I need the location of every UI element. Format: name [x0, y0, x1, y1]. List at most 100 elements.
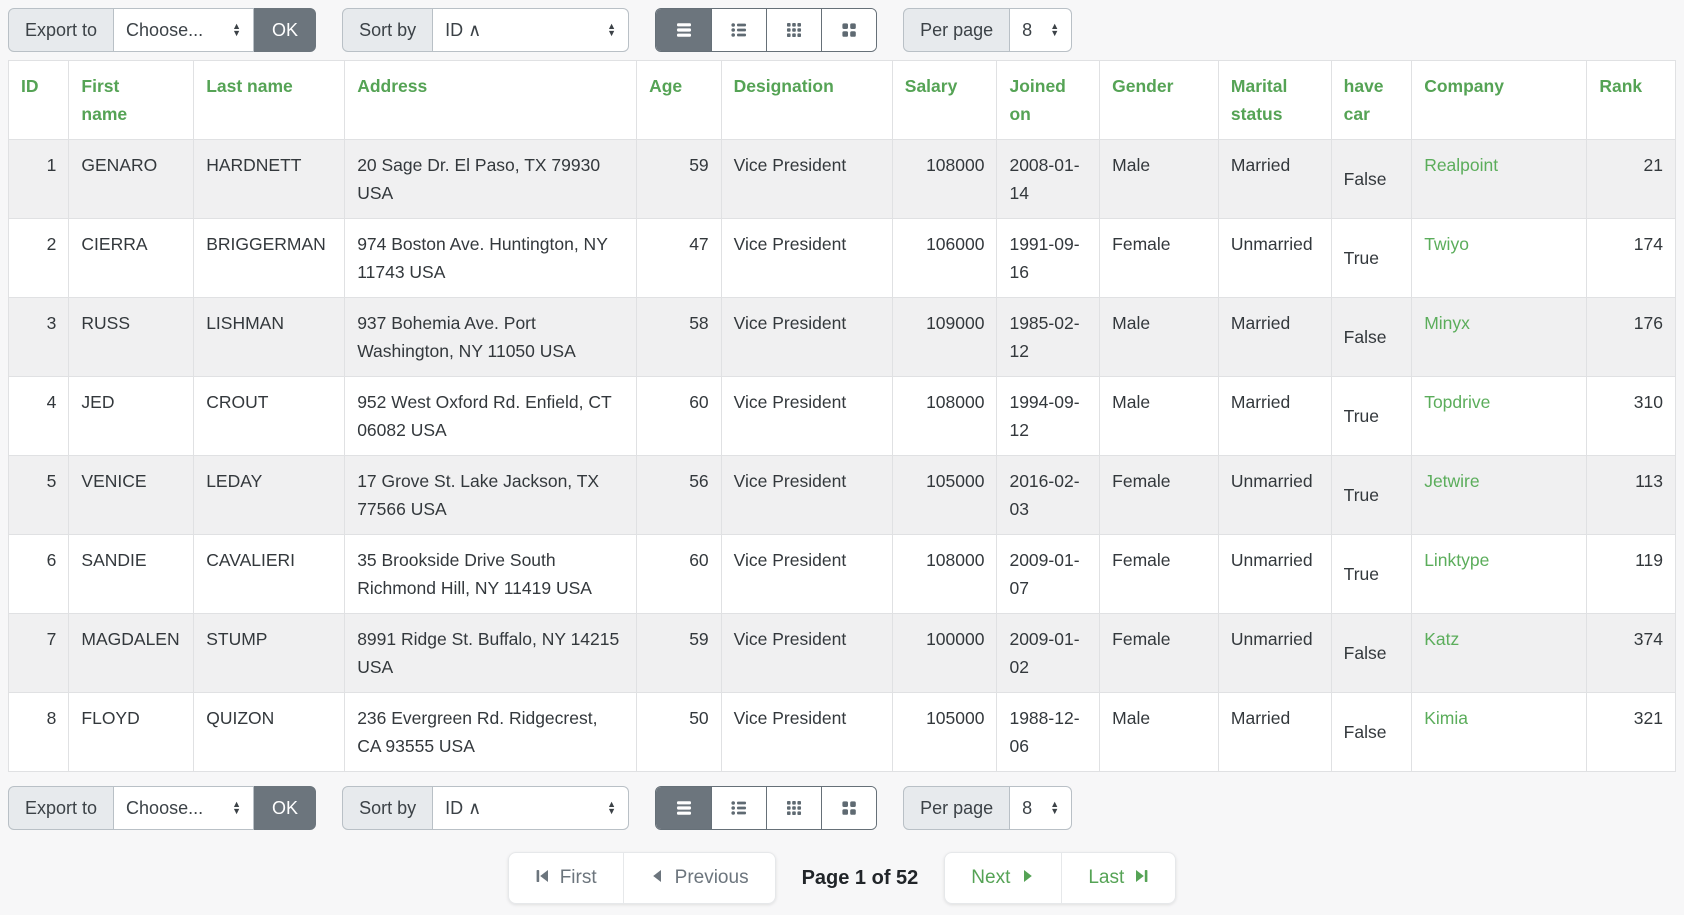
- col-header-id: ID: [7, 60, 70, 140]
- list-view-button[interactable]: [711, 9, 767, 51]
- select-arrows-icon: ▲ ▼: [232, 21, 242, 38]
- export-to-label: Export to: [8, 786, 115, 830]
- cell-company: Linktype: [1411, 534, 1588, 614]
- per-page-select[interactable]: 8 ▲ ▼: [1010, 786, 1073, 830]
- cell-marital-status: Married: [1217, 297, 1332, 377]
- cell-salary: 105000: [891, 455, 998, 535]
- cell-company: Katz: [1411, 613, 1588, 693]
- table-row: 8 FLOYD QUIZON 236 Evergreen Rd. Ridgecrest…: [7, 692, 1676, 772]
- cell-address: 952 West Oxford Rd. Enfield, CT 06082 US…: [344, 376, 638, 456]
- grid-small-view-button[interactable]: [766, 9, 822, 51]
- cell-first-name: JED: [68, 376, 195, 456]
- company-link[interactable]: Twiyo: [1424, 234, 1469, 254]
- per-page-group: Per page 8 ▲ ▼: [903, 786, 1073, 830]
- cell-gender: Male: [1099, 692, 1219, 772]
- company-link[interactable]: Minyx: [1424, 313, 1470, 333]
- per-page-select[interactable]: 8 ▲ ▼: [1010, 8, 1073, 52]
- next-page-label: Next: [971, 867, 1011, 888]
- previous-page-button[interactable]: Previous: [623, 852, 776, 904]
- table-row: 5 VENICE LEDAY 17 Grove St. Lake Jackson, T…: [7, 455, 1676, 535]
- cell-age: 47: [636, 218, 722, 298]
- page-status: Page 1 of 52: [801, 866, 919, 889]
- sort-select[interactable]: ID ∧ ▲ ▼: [433, 8, 630, 52]
- cell-marital-status: Unmarried: [1217, 218, 1332, 298]
- cell-last-name: HARDNETT: [193, 139, 346, 219]
- col-header-marital-status: Marital status: [1217, 60, 1332, 140]
- grid-small-view-icon: [784, 20, 804, 40]
- company-link[interactable]: Realpoint: [1424, 155, 1499, 175]
- select-arrows-icon: ▲ ▼: [607, 799, 617, 816]
- cell-salary: 108000: [891, 139, 998, 219]
- cell-have-car: False: [1330, 297, 1413, 377]
- cell-age: 60: [636, 534, 722, 614]
- last-page-button[interactable]: Last: [1062, 852, 1177, 904]
- cell-first-name: RUSS: [68, 297, 195, 377]
- cell-marital-status: Married: [1217, 376, 1332, 456]
- cell-have-car: True: [1330, 534, 1413, 614]
- table-row: 7 MAGDALEN STUMP 8991 Ridge St. Buffalo, NY…: [7, 613, 1676, 693]
- sort-select-value: ID ∧: [445, 19, 482, 40]
- export-format-select[interactable]: Choose... ▲ ▼: [114, 786, 255, 830]
- cell-last-name: BRIGGERMAN: [193, 218, 346, 298]
- cell-first-name: MAGDALEN: [68, 613, 195, 693]
- cell-id: 6: [7, 534, 70, 614]
- export-format-select[interactable]: Choose... ▲ ▼: [114, 8, 255, 52]
- company-link[interactable]: Topdrive: [1424, 392, 1491, 412]
- company-link[interactable]: Katz: [1424, 629, 1460, 649]
- rows-view-icon: [674, 798, 694, 818]
- rows-view-button[interactable]: [656, 787, 712, 829]
- cell-first-name: FLOYD: [68, 692, 195, 772]
- cell-id: 5: [7, 455, 70, 535]
- cell-address: 20 Sage Dr. El Paso, TX 79930 USA: [344, 139, 638, 219]
- cell-first-name: SANDIE: [68, 534, 195, 614]
- cell-designation: Vice President: [720, 139, 893, 219]
- export-ok-button[interactable]: OK: [254, 786, 317, 830]
- cell-id: 8: [7, 692, 70, 772]
- cell-last-name: STUMP: [193, 613, 346, 693]
- select-arrows-icon: ▲ ▼: [1050, 799, 1060, 816]
- table-row: 1 GENARO HARDNETT 20 Sage Dr. El Paso, TX 7…: [7, 139, 1676, 219]
- rows-view-button[interactable]: [656, 9, 712, 51]
- cell-salary: 105000: [891, 692, 998, 772]
- cell-rank: 113: [1586, 455, 1676, 535]
- col-header-have-car: have car: [1330, 60, 1413, 140]
- export-ok-button[interactable]: OK: [254, 8, 317, 52]
- export-format-value: Choose...: [126, 19, 204, 40]
- company-link[interactable]: Linktype: [1424, 550, 1490, 570]
- first-page-label: First: [559, 867, 597, 888]
- cell-marital-status: Unmarried: [1217, 613, 1332, 693]
- grid-large-view-button[interactable]: [821, 9, 877, 51]
- cell-have-car: False: [1330, 692, 1413, 772]
- cell-last-name: QUIZON: [193, 692, 346, 772]
- grid-large-view-button[interactable]: [821, 787, 877, 829]
- per-page-value: 8: [1022, 797, 1033, 818]
- cell-joined-on: 2009-01-02: [996, 613, 1101, 693]
- table-row: 2 CIERRA BRIGGERMAN 974 Boston Ave. Hunting…: [7, 218, 1676, 298]
- sort-select[interactable]: ID ∧ ▲ ▼: [433, 786, 630, 830]
- col-header-first-name: First name: [68, 60, 195, 140]
- company-link[interactable]: Jetwire: [1424, 471, 1480, 491]
- rows-view-icon: [674, 20, 694, 40]
- cell-gender: Male: [1099, 139, 1219, 219]
- cell-address: 236 Evergreen Rd. Ridgecrest, CA 93555 U…: [344, 692, 638, 772]
- next-page-button[interactable]: Next: [944, 852, 1063, 904]
- cell-id: 1: [7, 139, 70, 219]
- col-header-joined-on: Joined on: [996, 60, 1101, 140]
- cell-have-car: False: [1330, 613, 1413, 693]
- sort-select-value: ID ∧: [445, 797, 482, 818]
- cell-designation: Vice President: [720, 376, 893, 456]
- col-header-rank: Rank: [1586, 60, 1676, 140]
- cell-address: 8991 Ridge St. Buffalo, NY 14215 USA: [344, 613, 638, 693]
- list-view-icon: [729, 798, 749, 818]
- cell-address: 974 Boston Ave. Huntington, NY 11743 USA: [344, 218, 638, 298]
- sort-group: Sort by ID ∧ ▲ ▼: [342, 786, 630, 830]
- per-page-value: 8: [1022, 19, 1033, 40]
- company-link[interactable]: Kimia: [1424, 708, 1468, 728]
- cell-gender: Female: [1099, 613, 1219, 693]
- cell-age: 50: [636, 692, 722, 772]
- cell-age: 59: [636, 139, 722, 219]
- cell-rank: 21: [1586, 139, 1676, 219]
- grid-small-view-button[interactable]: [766, 787, 822, 829]
- list-view-button[interactable]: [711, 787, 767, 829]
- first-page-button[interactable]: First: [507, 852, 624, 904]
